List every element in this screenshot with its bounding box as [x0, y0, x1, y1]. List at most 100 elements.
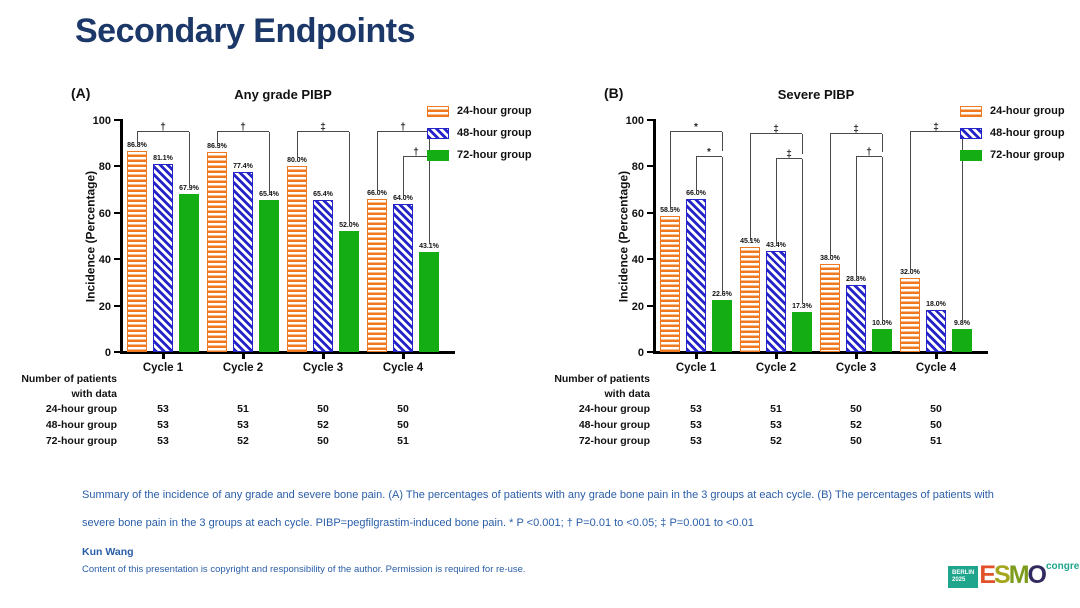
significance-symbol: ‡ — [853, 123, 859, 135]
x-tick — [775, 354, 778, 359]
copyright-notice: Content of this presentation is copyrigh… — [82, 564, 526, 575]
esmo-congress-logo: BERLIN 2025 ESMO congress — [948, 560, 1080, 592]
bar-value-label: 38.0% — [820, 254, 840, 262]
bar-value-label: 81.1% — [153, 154, 173, 162]
bar — [792, 311, 812, 352]
y-tick-label: 100 — [625, 115, 644, 127]
bar — [207, 151, 227, 352]
y-tick-label: 20 — [98, 300, 111, 313]
bracket-left-drop — [910, 131, 911, 271]
blue-dstripes-swatch — [960, 127, 982, 139]
bar-value-label: 45.1% — [740, 238, 760, 246]
table-header-line1: Number of patients — [554, 373, 650, 385]
bracket-right-drop — [962, 131, 963, 322]
bracket-bar — [830, 132, 882, 134]
significance-symbol: ‡ — [320, 121, 326, 133]
table-cell-value: 51 — [770, 403, 782, 415]
green-solid-swatch — [960, 149, 982, 161]
bracket-left-drop — [217, 131, 218, 146]
bar-value-label: 77.4% — [233, 163, 253, 171]
significance-symbol: † — [160, 121, 166, 133]
x-axis — [120, 351, 455, 354]
bracket-bar — [670, 130, 722, 132]
bar-value-label: 43.1% — [419, 243, 439, 251]
bracket-left-drop — [696, 157, 697, 192]
bracket-left-drop — [750, 133, 751, 241]
table-cell-value: 53 — [770, 419, 782, 431]
bar — [313, 200, 333, 352]
chart-panel-b: (B) Severe PIBP Incidence (Percentage) 0… — [554, 85, 1080, 460]
bracket-right-drop — [429, 131, 430, 152]
legend-label: 24-hour group — [457, 105, 532, 117]
plot-area: 0 20 40 60 80 100 Cycle 1 Cycle 2 Cycle 3 Cycle 4… — [626, 115, 988, 374]
table-row: 72-hour group 53 52 50 51 — [579, 435, 1080, 451]
bar-value-label: 86.8% — [127, 141, 147, 149]
bar — [127, 150, 147, 352]
table-row-label: 48-hour group — [45, 419, 117, 431]
legend-label: 72-hour group — [457, 149, 532, 161]
patients-table: Number of patients with data 24-hour group… — [554, 373, 1080, 451]
y-tick-label: 40 — [631, 254, 644, 267]
bar-value-label: 18.0% — [926, 301, 946, 309]
bar — [179, 194, 199, 352]
table-header-row: with data — [71, 388, 553, 403]
bracket-left-drop — [403, 157, 404, 197]
bar-value-label: 22.6% — [712, 290, 732, 298]
table-cell-value: 50 — [397, 419, 409, 431]
x-tick — [322, 354, 325, 359]
y-tick — [114, 304, 120, 307]
table-cell-value: 53 — [157, 435, 169, 447]
bracket-bar — [856, 156, 882, 158]
bar — [712, 299, 732, 352]
bar — [686, 198, 706, 352]
panel-letter: (A) — [71, 85, 91, 101]
bracket-left-drop — [830, 133, 831, 257]
bar — [153, 163, 173, 352]
chart-title: Any grade PIBP — [234, 87, 332, 102]
table-cell-value: 51 — [237, 403, 249, 415]
y-tick-label: 60 — [98, 207, 111, 220]
bracket-bar — [696, 156, 722, 158]
table-row: 48-hour group 53 53 52 50 — [46, 419, 553, 435]
bar — [846, 285, 866, 352]
berlin-2025-badge: BERLIN 2025 — [948, 566, 979, 588]
significance-symbol: † — [866, 147, 872, 159]
table-row-label: 72-hour group — [45, 435, 117, 447]
bar — [872, 328, 892, 352]
bar — [367, 198, 387, 352]
y-tick-label: 80 — [631, 161, 644, 174]
table-row: 48-hour group 53 53 52 50 — [579, 419, 1080, 435]
bracket-right-drop — [349, 131, 350, 225]
bar-value-label: 32.0% — [900, 268, 920, 276]
bar — [287, 166, 307, 352]
table-row: 24-hour group 53 51 50 50 — [579, 403, 1080, 419]
green-solid-swatch — [427, 149, 449, 161]
significance-symbol: ‡ — [786, 149, 792, 161]
bar-value-label: 43.4% — [766, 242, 786, 250]
y-axis-label: Incidence (Percentage) — [83, 170, 98, 303]
y-tick-label: 0 — [104, 347, 111, 359]
table-row-label: 48-hour group — [578, 419, 650, 431]
table-header-line2: with data — [71, 388, 117, 400]
table-cell-value: 50 — [850, 435, 862, 447]
legend: 24-hour group 48-hour group 72-hour group — [427, 105, 547, 171]
y-tick-label: 40 — [98, 254, 111, 267]
y-tick — [114, 351, 120, 353]
bracket-left-drop — [856, 157, 857, 278]
significance-symbol: ‡ — [773, 123, 779, 135]
bar-value-label: 58.5% — [660, 207, 680, 215]
table-header-row: Number of patients — [21, 373, 553, 388]
bar — [740, 247, 760, 352]
x-category-label: Cycle 3 — [302, 362, 344, 374]
significance-symbol: * — [707, 147, 711, 159]
bar — [900, 277, 920, 352]
y-tick — [647, 304, 653, 307]
significance-symbol: ‡ — [933, 121, 939, 133]
x-category-label: Cycle 2 — [222, 362, 264, 374]
bar-value-label: 67.9% — [179, 185, 199, 193]
table-cell-value: 50 — [850, 403, 862, 415]
x-category-label: Cycle 3 — [835, 362, 877, 374]
table-row: 72-hour group 53 52 50 51 — [46, 435, 553, 451]
y-tick-label: 100 — [92, 115, 111, 127]
legend-item: 24-hour group — [427, 105, 547, 117]
